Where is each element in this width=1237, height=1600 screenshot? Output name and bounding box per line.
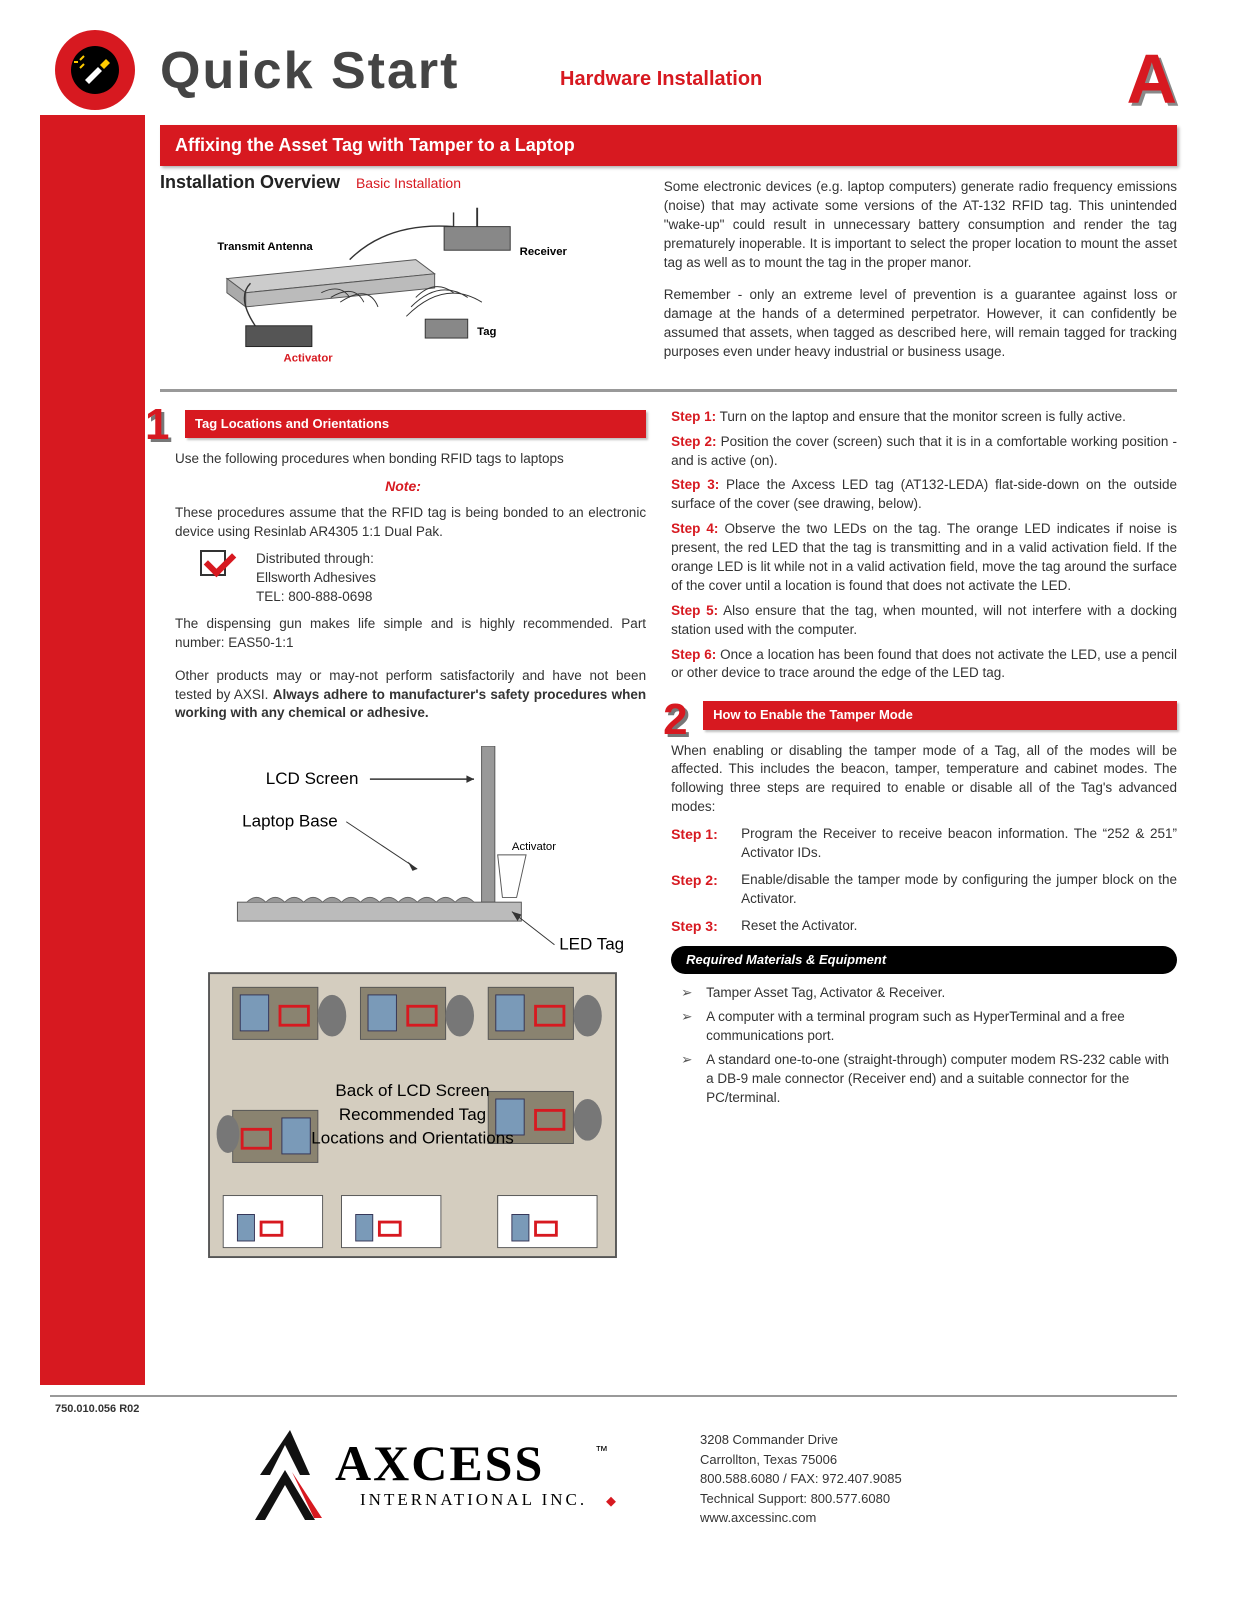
step-item: Step 6: Once a location has been found t… bbox=[671, 646, 1177, 684]
page-subtitle: Hardware Installation bbox=[560, 65, 762, 93]
addr4: Technical Support: 800.577.6080 bbox=[700, 1489, 902, 1509]
body-columns: 1 Tag Locations and Orientations Use the… bbox=[160, 402, 1177, 1282]
doc-number: 750.010.056 R02 bbox=[55, 1402, 139, 1417]
dist-line1: Distributed through: bbox=[256, 550, 376, 569]
material-item: Tamper Asset Tag, Activator & Receiver. bbox=[681, 984, 1177, 1003]
s1-p4: Other products may or may-not perform sa… bbox=[175, 667, 646, 724]
step-item: Step 1: Turn on the laptop and ensure th… bbox=[671, 408, 1177, 427]
section2-bar: How to Enable the Tamper Mode bbox=[703, 701, 1177, 729]
materials-list: Tamper Asset Tag, Activator & Receiver. A… bbox=[671, 984, 1177, 1107]
check-icon bbox=[200, 550, 226, 576]
page-letter: A bbox=[1126, 30, 1177, 128]
label-activator: Activator bbox=[284, 353, 334, 365]
section1-bar: Tag Locations and Orientations bbox=[185, 410, 646, 438]
step2-item: Step 1:Program the Receiver to receive b… bbox=[671, 825, 1177, 863]
diag-lcd: LCD Screen bbox=[266, 769, 359, 788]
step-item: Step 3: Place the Axcess LED tag (AT132-… bbox=[671, 476, 1177, 514]
s1-p3: The dispensing gun makes life simple and… bbox=[175, 615, 646, 653]
sidebar-band bbox=[40, 115, 145, 1385]
addr5: www.axcessinc.com bbox=[700, 1508, 902, 1528]
step2-item: Step 3:Reset the Activator. bbox=[671, 917, 1177, 937]
logo-subtext: INTERNATIONAL INC. bbox=[360, 1490, 587, 1509]
logo-text: AXCESS bbox=[335, 1435, 544, 1491]
material-item: A computer with a terminal program such … bbox=[681, 1008, 1177, 1046]
step-item: Step 4: Observe the two LEDs on the tag.… bbox=[671, 520, 1177, 596]
overview-title: Installation Overview bbox=[160, 170, 340, 195]
page: Quick Start Hardware Installation A Affi… bbox=[0, 0, 1237, 1600]
footer-address: 3208 Commander Drive Carrollton, Texas 7… bbox=[700, 1430, 902, 1528]
s1-p1: Use the following procedures when bondin… bbox=[175, 450, 646, 469]
s1-note: Note: bbox=[160, 477, 646, 497]
page-title: Quick Start bbox=[160, 35, 459, 108]
banner-title: Affixing the Asset Tag with Tamper to a … bbox=[160, 125, 1177, 166]
s2-intro: When enabling or disabling the tamper mo… bbox=[671, 742, 1177, 818]
left-column: 1 Tag Locations and Orientations Use the… bbox=[160, 402, 646, 1282]
label-transmit: Transmit Antenna bbox=[217, 241, 313, 253]
diag-activator: Activator bbox=[512, 841, 556, 853]
keyboard-keys bbox=[247, 898, 474, 903]
label-tag: Tag bbox=[477, 326, 496, 338]
overview-diagram: Transmit Antenna Receiver bbox=[160, 203, 634, 373]
dist-line2: Ellsworth Adhesives bbox=[256, 569, 376, 588]
overview-row: Installation Overview Basic Installation… bbox=[160, 170, 1177, 392]
step2-item: Step 2:Enable/disable the tamper mode by… bbox=[671, 871, 1177, 909]
overview-left: Installation Overview Basic Installation… bbox=[160, 170, 634, 379]
footer-rule bbox=[50, 1395, 1177, 1397]
section2-steps: Step 1:Program the Receiver to receive b… bbox=[671, 825, 1177, 936]
overview-title-red: Basic Installation bbox=[356, 175, 461, 191]
distributor-block: Distributed through: Ellsworth Adhesives… bbox=[200, 550, 646, 607]
diag-caption1: Back of LCD Screen bbox=[335, 1082, 489, 1101]
svg-text:™: ™ bbox=[595, 1443, 608, 1458]
diag-caption2: Recommended Tag bbox=[339, 1105, 486, 1124]
steps-list: Step 1: Turn on the laptop and ensure th… bbox=[671, 408, 1177, 684]
step-item: Step 2: Position the cover (screen) such… bbox=[671, 433, 1177, 471]
s1-p2: These procedures assume that the RFID ta… bbox=[175, 504, 646, 542]
overview-para1: Some electronic devices (e.g. laptop com… bbox=[664, 178, 1177, 272]
materials-title: Required Materials & Equipment bbox=[671, 946, 1177, 974]
addr3: 800.588.6080 / FAX: 972.407.9085 bbox=[700, 1469, 902, 1489]
addr1: 3208 Commander Drive bbox=[700, 1430, 902, 1450]
label-receiver: Receiver bbox=[520, 246, 568, 258]
footer-logo: AXCESS ™ INTERNATIONAL INC. bbox=[250, 1420, 650, 1536]
step-item: Step 5: Also ensure that the tag, when m… bbox=[671, 602, 1177, 640]
overview-right: Some electronic devices (e.g. laptop com… bbox=[664, 170, 1177, 379]
brand-icon bbox=[55, 30, 135, 110]
main-content: Installation Overview Basic Installation… bbox=[160, 170, 1177, 1282]
section1-number: 1 bbox=[145, 394, 169, 456]
dist-line3: TEL: 800-888-0698 bbox=[256, 588, 376, 607]
addr2: Carrollton, Texas 75006 bbox=[700, 1450, 902, 1470]
section2-number: 2 bbox=[663, 689, 687, 751]
diag-ledtag: LED Tag bbox=[559, 935, 624, 954]
laptop-diagram: LCD Screen Laptop Base Activator bbox=[160, 746, 646, 1276]
right-column: Step 1: Turn on the laptop and ensure th… bbox=[671, 402, 1177, 1282]
diag-base: Laptop Base bbox=[242, 812, 338, 831]
material-item: A standard one-to-one (straight-through)… bbox=[681, 1051, 1177, 1108]
diag-caption3: Locations and Orientations bbox=[311, 1129, 513, 1148]
overview-para2: Remember - only an extreme level of prev… bbox=[664, 286, 1177, 362]
